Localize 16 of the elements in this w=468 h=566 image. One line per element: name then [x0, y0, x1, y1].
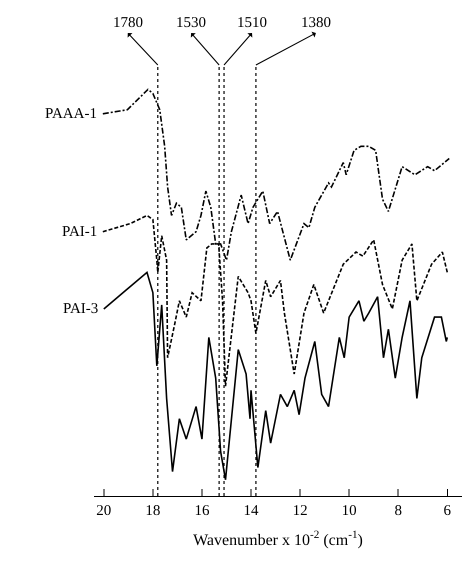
series-label: PAAA-1 [45, 106, 97, 122]
x-tick-label: 14 [244, 503, 260, 520]
x-tick-label: 16 [194, 503, 210, 520]
series-label: PAI-1 [62, 224, 98, 240]
x-tick-label: 12 [292, 503, 308, 520]
series-label: PAI-3 [63, 301, 98, 317]
x-tick-label: 10 [342, 503, 357, 520]
ref-line-label: 1380 [301, 15, 331, 31]
x-tick-label: 18 [145, 503, 160, 520]
x-tick-label: 8 [394, 503, 402, 520]
x-tick-label: 20 [96, 503, 112, 520]
ref-line-label: 1780 [113, 15, 143, 31]
ref-line-label: 1510 [237, 15, 267, 31]
ref-line-label: 1530 [176, 15, 206, 31]
x-axis-title: Wavenumber x 10$^{-2}$ (cm$^{-1}$) [193, 529, 363, 549]
x-tick-label: 6 [444, 503, 452, 520]
